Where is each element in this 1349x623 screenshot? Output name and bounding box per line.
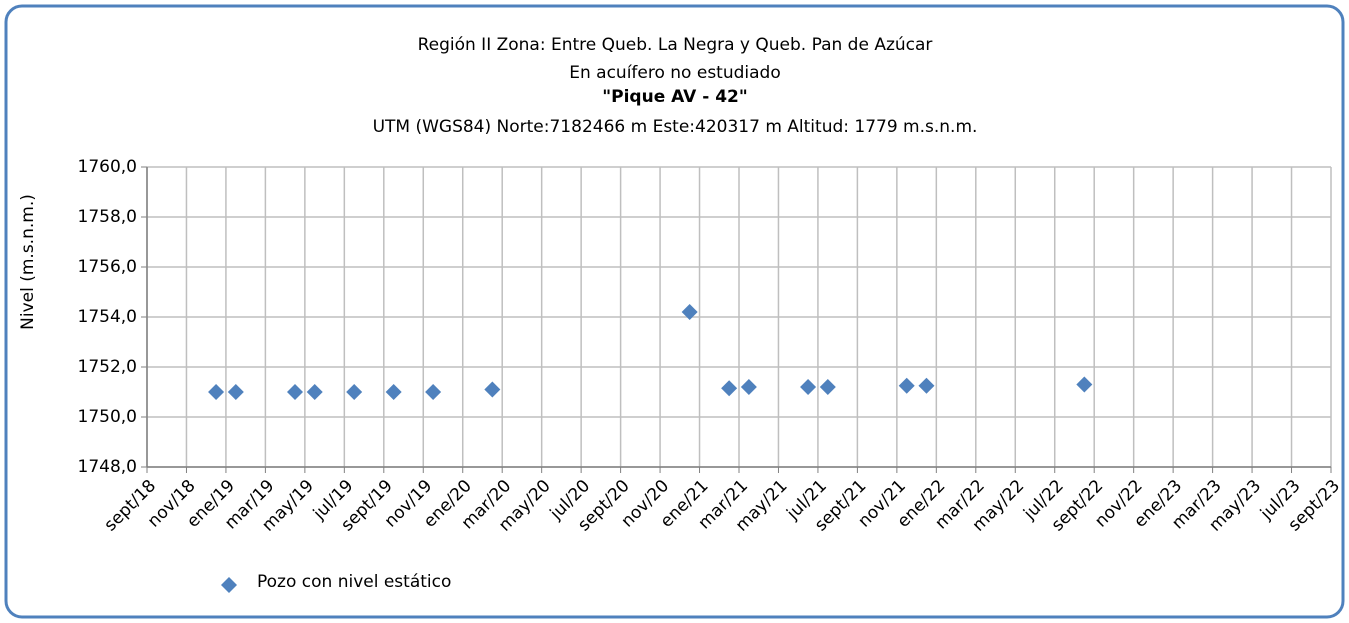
location: UTM (WGS84) Norte:7182466 m Este:420317 … — [373, 117, 978, 137]
data-point — [1076, 376, 1093, 393]
data-point — [819, 379, 836, 395]
data-point — [800, 379, 817, 395]
data-point — [721, 380, 738, 397]
data-point — [484, 381, 501, 398]
y-tick-label: 1756,0 — [78, 257, 137, 277]
y-tick-label: 1754,0 — [78, 307, 137, 327]
data-point — [208, 384, 225, 400]
y-tick-label: 1752,0 — [78, 357, 137, 377]
data-point — [306, 384, 323, 400]
y-tick-label: 1760,0 — [78, 157, 137, 177]
data-point — [740, 379, 757, 395]
legend-label: Pozo con nivel estático — [257, 572, 451, 592]
data-point — [346, 384, 363, 400]
data-point — [287, 384, 303, 400]
y-axis-label: Nivel (m.s.n.m.) — [18, 194, 38, 330]
data-point — [918, 377, 935, 394]
chart-frame — [4, 4, 1345, 619]
y-tick-label: 1758,0 — [78, 207, 137, 227]
well-name: "Pique AV - 42" — [602, 87, 747, 107]
legend-marker — [221, 577, 237, 593]
data-point — [898, 377, 915, 394]
y-tick-label: 1748,0 — [78, 457, 137, 477]
data-point — [227, 384, 244, 400]
data-point — [681, 304, 698, 320]
y-tick-label: 1750,0 — [78, 407, 137, 427]
data-point — [425, 384, 442, 400]
chart-subtitle: En acuífero no estudiado — [569, 63, 781, 83]
chart-title: Región II Zona: Entre Queb. La Negra y Q… — [418, 35, 933, 55]
data-point — [385, 384, 402, 400]
